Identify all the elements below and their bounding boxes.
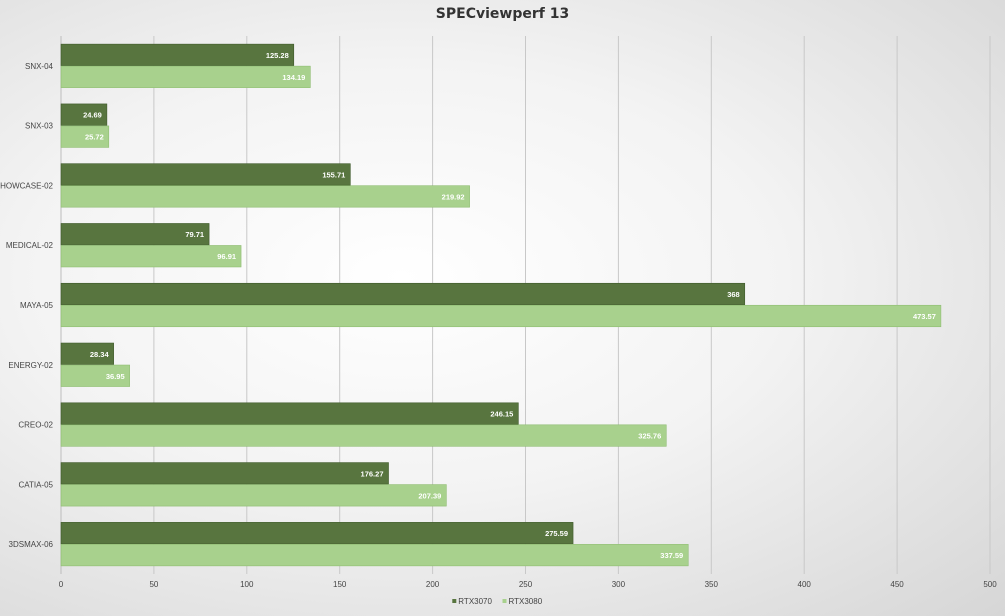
legend-swatch-RTX3070 — [452, 599, 457, 603]
category-label-3DSMAX-06: 3DSMAX-06 — [9, 540, 54, 549]
category-label-ENERGY-02: ENERGY-02 — [8, 361, 53, 370]
data-label-RTX3080-CATIA-05: 207.39 — [418, 491, 441, 500]
bar-RTX3080-ENERGY-02 — [60, 364, 130, 387]
x-tick-label-350: 350 — [705, 580, 719, 589]
data-label-RTX3070-CREO-02: 246.15 — [490, 410, 513, 419]
data-label-RTX3080-ENERGY-02: 36.95 — [106, 372, 125, 381]
bar-RTX3070-3DSMAX-06 — [60, 522, 574, 545]
bar-RTX3080-3DSMAX-06 — [60, 544, 689, 567]
bar-RTX3070-SNX-04 — [60, 43, 295, 66]
bar-RTX3080-MEDICAL-02 — [60, 245, 242, 268]
x-tick-label-150: 150 — [333, 580, 347, 589]
x-tick-label-400: 400 — [798, 580, 812, 589]
x-tick-label-100: 100 — [240, 580, 254, 589]
bar-RTX3070-CREO-02 — [60, 402, 519, 425]
legend-swatch-RTX3080 — [502, 599, 507, 603]
data-label-RTX3070-CATIA-05: 176.27 — [361, 469, 384, 478]
bar-RTX3080-CREO-02 — [60, 424, 667, 447]
data-label-RTX3080-MAYA-05: 473.57 — [913, 312, 936, 321]
data-label-RTX3070-SNX-03: 24.69 — [83, 111, 102, 120]
chart-title: SPECviewperf 13 — [435, 6, 570, 22]
bar-RTX3070-CATIA-05 — [60, 462, 389, 485]
x-tick-label-500: 500 — [983, 580, 997, 589]
x-tick-label-0: 0 — [59, 580, 64, 589]
data-label-RTX3080-SNX-04: 134.19 — [282, 73, 305, 82]
data-label-RTX3080-MEDICAL-02: 96.91 — [217, 252, 236, 261]
category-label-CATIA-05: CATIA-05 — [18, 480, 53, 489]
data-label-RTX3080-SNX-03: 25.72 — [85, 133, 104, 142]
data-label-RTX3080-CREO-02: 325.76 — [638, 432, 661, 441]
x-tick-label-300: 300 — [612, 580, 626, 589]
category-label-MAYA-05: MAYA-05 — [20, 301, 54, 310]
bar-RTX3080-MAYA-05 — [60, 304, 942, 328]
data-label-RTX3070-SHOWCASE-02: 155.71 — [322, 170, 345, 179]
data-label-RTX3070-3DSMAX-06: 275.59 — [545, 529, 568, 538]
bar-RTX3070-SHOWCASE-02 — [60, 163, 351, 186]
data-label-RTX3070-SNX-04: 125.28 — [266, 51, 289, 60]
bar-RTX3070-MAYA-05 — [60, 282, 746, 306]
category-label-MEDICAL-02: MEDICAL-02 — [6, 241, 54, 250]
category-label-SHOWCASE-02: SHOWCASE-02 — [0, 181, 54, 190]
bar-RTX3080-SNX-03 — [60, 125, 110, 148]
x-tick-label-200: 200 — [426, 580, 440, 589]
x-tick-label-450: 450 — [890, 580, 904, 589]
bar-RTX3070-MEDICAL-02 — [60, 223, 210, 246]
legend-label-RTX3070: RTX3070 — [458, 597, 492, 606]
data-label-RTX3070-ENERGY-02: 28.34 — [90, 350, 110, 359]
bar-RTX3080-SHOWCASE-02 — [60, 185, 470, 208]
x-tick-label-250: 250 — [519, 580, 533, 589]
data-label-RTX3070-MAYA-05: 368 — [727, 290, 740, 299]
bar-RTX3070-SNX-03 — [60, 103, 108, 126]
data-label-RTX3080-SHOWCASE-02: 219.92 — [442, 192, 465, 201]
bar-RTX3080-SNX-04 — [60, 65, 311, 88]
data-label-RTX3070-MEDICAL-02: 79.71 — [185, 230, 204, 239]
bar-RTX3080-CATIA-05 — [60, 484, 447, 507]
category-label-SNX-04: SNX-04 — [25, 62, 54, 71]
category-label-CREO-02: CREO-02 — [18, 421, 53, 430]
bar-RTX3070-ENERGY-02 — [60, 342, 114, 365]
category-label-SNX-03: SNX-03 — [25, 122, 54, 131]
x-tick-label-50: 50 — [149, 580, 158, 589]
data-label-RTX3080-3DSMAX-06: 337.59 — [660, 551, 683, 560]
legend-label-RTX3080: RTX3080 — [509, 597, 543, 606]
